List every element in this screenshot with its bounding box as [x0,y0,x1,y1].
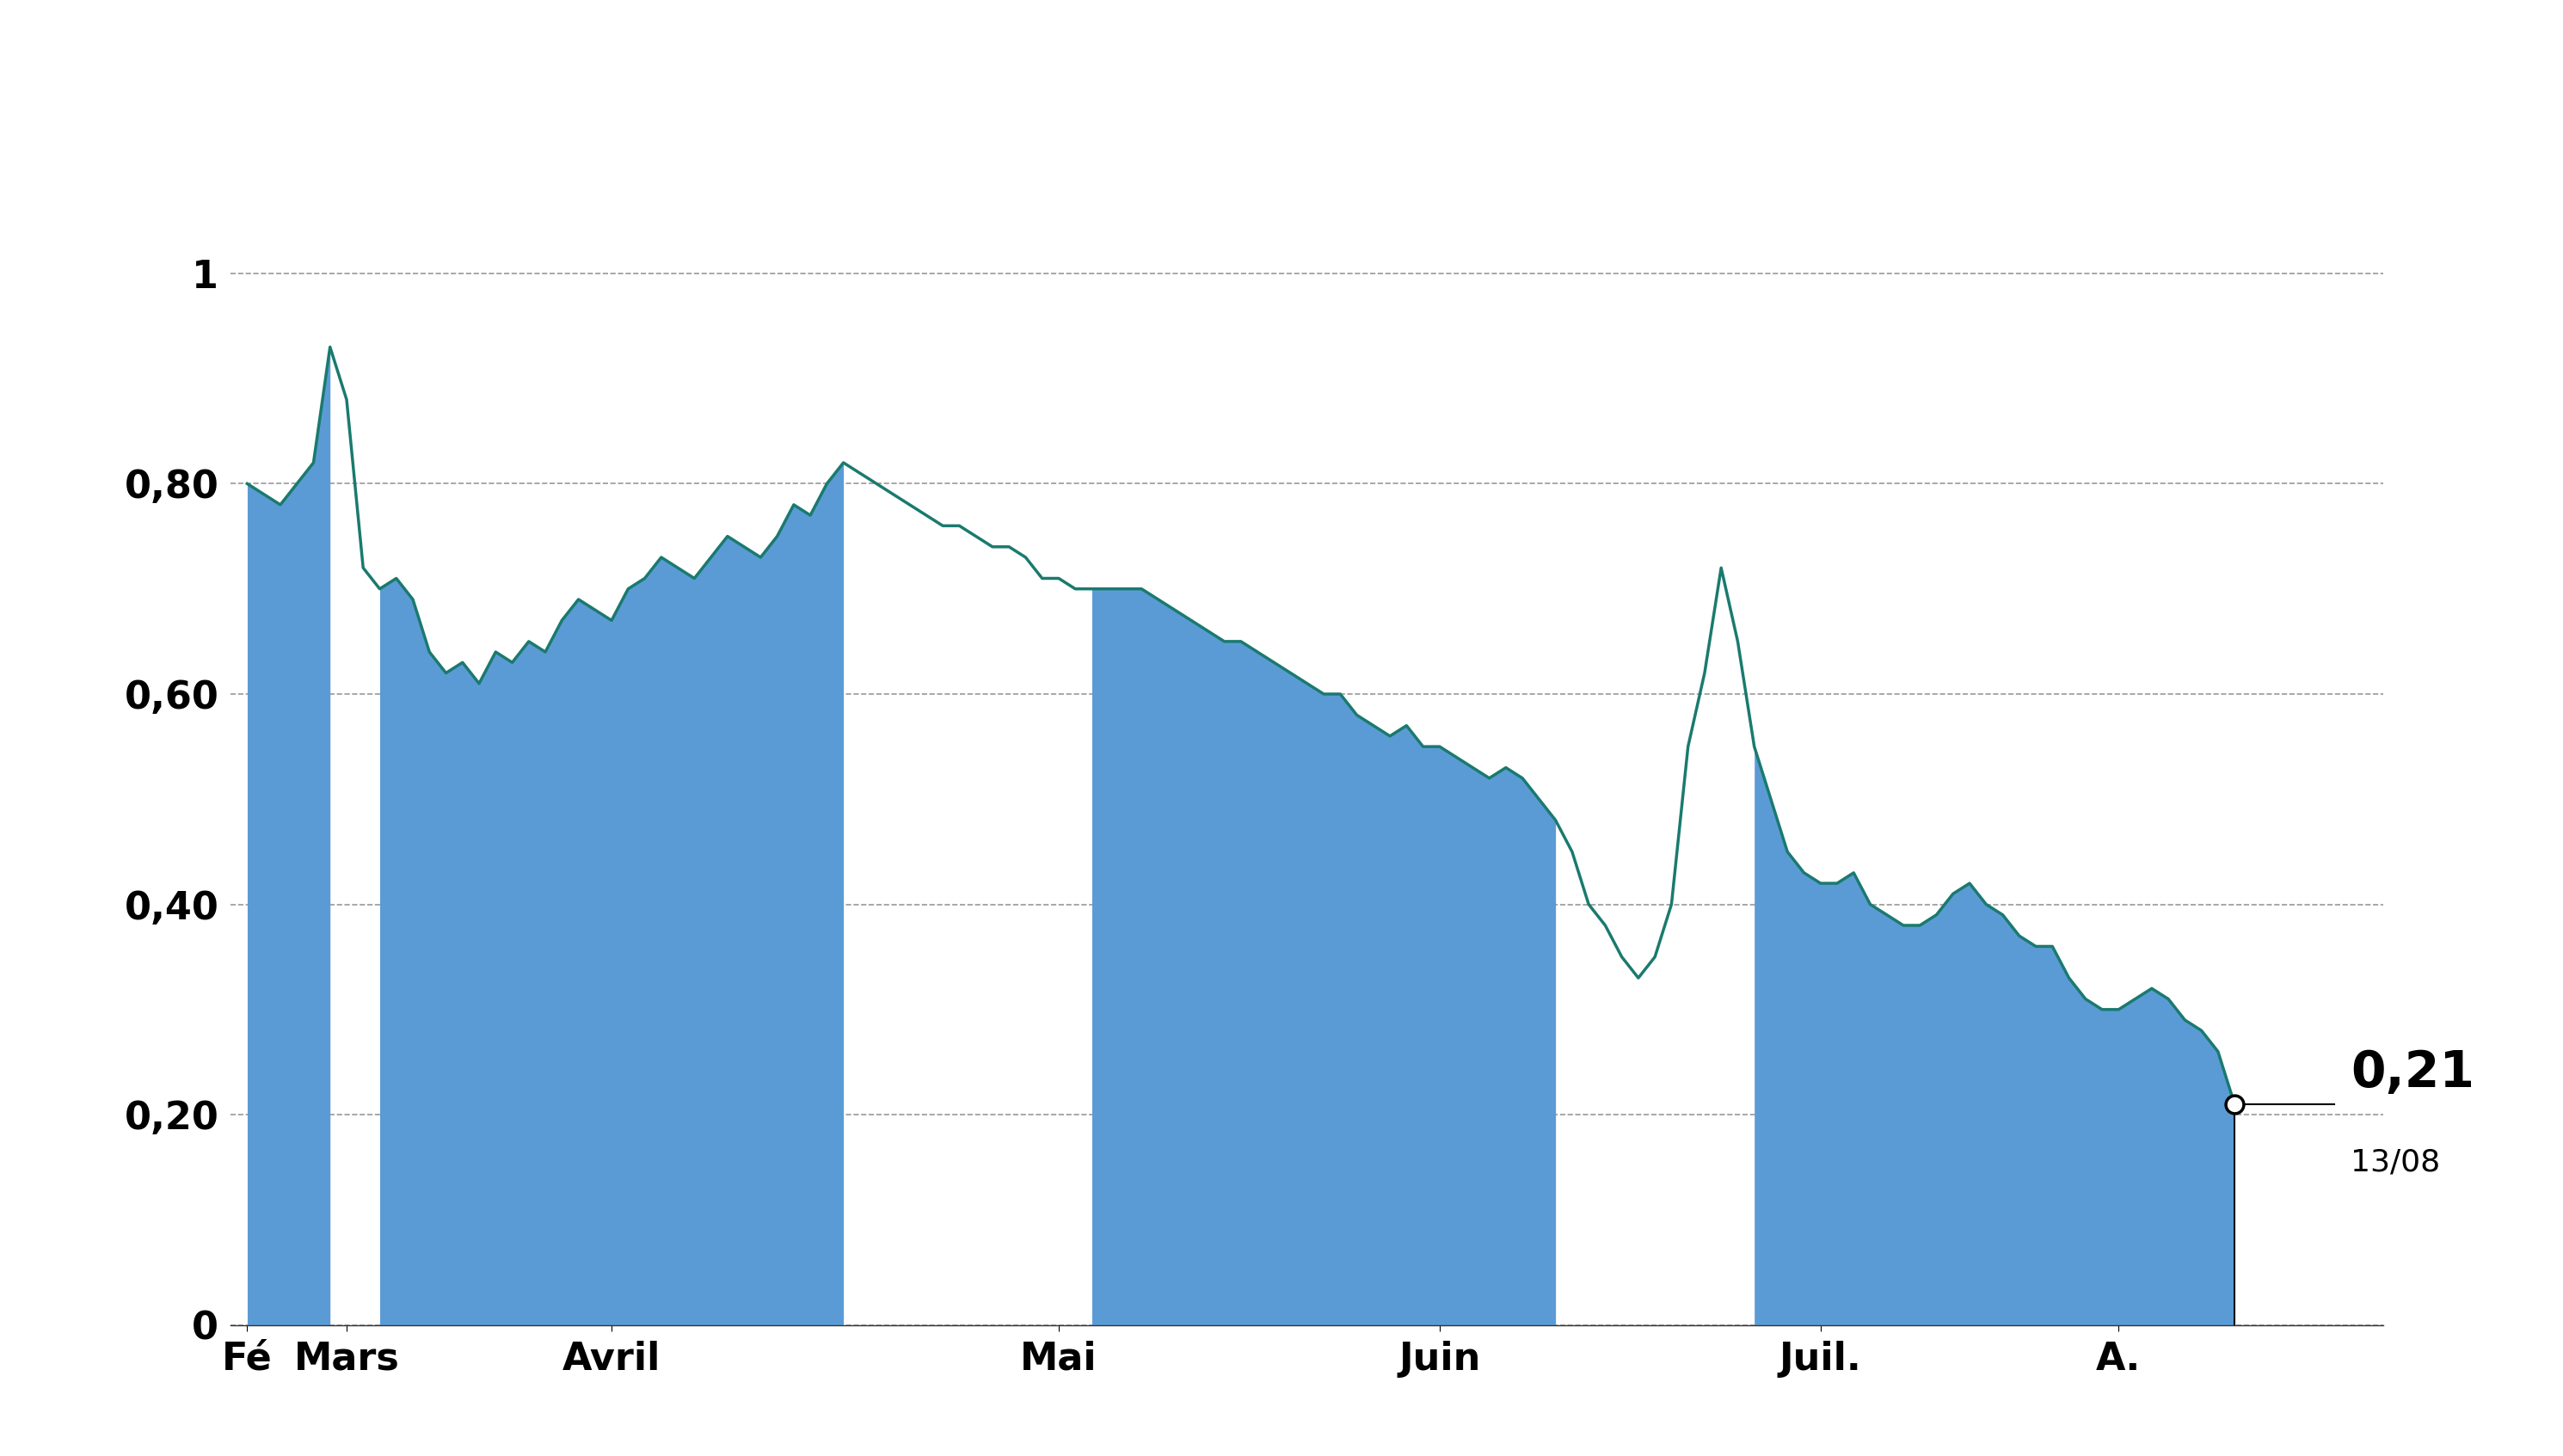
Text: 13/08: 13/08 [2350,1147,2440,1176]
Text: Vicinity Motor Corp.: Vicinity Motor Corp. [797,35,1766,118]
Text: 0,21: 0,21 [2350,1048,2473,1098]
